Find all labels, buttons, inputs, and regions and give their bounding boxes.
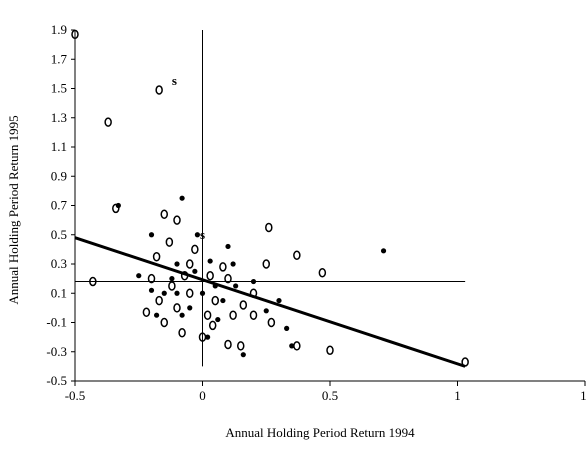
point: [249, 310, 258, 320]
point: [71, 29, 79, 40]
point: [220, 297, 226, 304]
point: [219, 262, 227, 272]
point: [186, 288, 194, 298]
point: [203, 310, 212, 320]
point: [205, 334, 211, 340]
point: [152, 251, 161, 262]
point: [155, 295, 163, 306]
point: [276, 297, 282, 304]
point: [174, 261, 180, 267]
point: [326, 345, 334, 356]
y-tick-label: 0.5: [51, 227, 67, 242]
point: [208, 320, 217, 331]
point: [293, 250, 301, 260]
point: [112, 203, 120, 214]
point: [178, 327, 186, 338]
x-tick-label: -0.5: [65, 388, 86, 403]
point: [148, 287, 155, 293]
point: [194, 232, 200, 238]
point: [230, 261, 236, 267]
point: [380, 248, 387, 254]
point: [192, 268, 198, 274]
point: [186, 259, 194, 269]
point: [240, 352, 246, 358]
y-tick-label: 0.3: [51, 256, 67, 271]
point: [318, 268, 327, 278]
point: [142, 307, 151, 318]
point: [225, 243, 231, 250]
point: [224, 339, 232, 350]
y-tick-label: 1.3: [51, 110, 67, 125]
point: [224, 273, 232, 284]
point: [229, 310, 237, 320]
x-tick-label: 1: [454, 388, 461, 403]
point: [148, 232, 155, 238]
x-tick-label: 0: [199, 388, 206, 403]
point: [187, 305, 193, 311]
point: [165, 237, 174, 247]
point: [289, 343, 295, 349]
point: [169, 276, 175, 282]
y-tick-label: 1.7: [51, 51, 68, 66]
point: [191, 244, 199, 255]
point: [179, 195, 185, 201]
x-tick-label: 0.5: [322, 388, 338, 403]
point: [207, 258, 213, 264]
y-axis-label: Annual Holding Period Return 1995: [6, 115, 21, 304]
point: [461, 357, 469, 367]
point: [250, 278, 257, 285]
point: [160, 209, 168, 220]
point: [293, 341, 301, 351]
point: [215, 316, 221, 323]
y-tick-label: 0.7: [51, 198, 68, 213]
point: [267, 317, 276, 328]
point: [262, 259, 270, 269]
point: [237, 341, 245, 351]
point: [173, 303, 181, 313]
point: [104, 117, 112, 127]
y-tick-label: -0.3: [46, 344, 67, 359]
point: [136, 273, 142, 279]
y-tick-label: -0.5: [46, 373, 67, 388]
y-tick-label: -0.1: [46, 315, 67, 330]
point: [199, 290, 206, 296]
point: [89, 276, 97, 287]
point: [154, 312, 160, 318]
point: s: [172, 73, 177, 88]
point: [115, 202, 121, 209]
point: [173, 215, 181, 225]
point: [263, 308, 269, 314]
point: [179, 312, 185, 318]
point: [206, 270, 214, 281]
point: [284, 325, 290, 331]
point: [174, 290, 180, 296]
point: [147, 273, 156, 284]
y-tick-label: 1.1: [51, 139, 67, 154]
y-tick-label: 1.5: [51, 81, 67, 96]
y-tick-label: 1.9: [51, 22, 67, 37]
y-tick-label: 0.9: [51, 168, 67, 183]
point: s: [200, 227, 205, 242]
point: [265, 222, 273, 233]
x-tick-label: 1.: [580, 388, 587, 403]
y-tick-label: 0.1: [51, 285, 67, 300]
point: [239, 300, 248, 310]
point: [212, 283, 218, 289]
point: [180, 270, 189, 281]
point: [155, 85, 163, 95]
reference-line: [74, 236, 466, 368]
point: [233, 283, 239, 289]
point: [168, 281, 176, 291]
point: [161, 290, 167, 296]
x-axis-label: Annual Holding Period Return 1994: [225, 425, 415, 440]
point: [211, 295, 219, 306]
point: [249, 288, 258, 298]
point: [160, 317, 168, 328]
